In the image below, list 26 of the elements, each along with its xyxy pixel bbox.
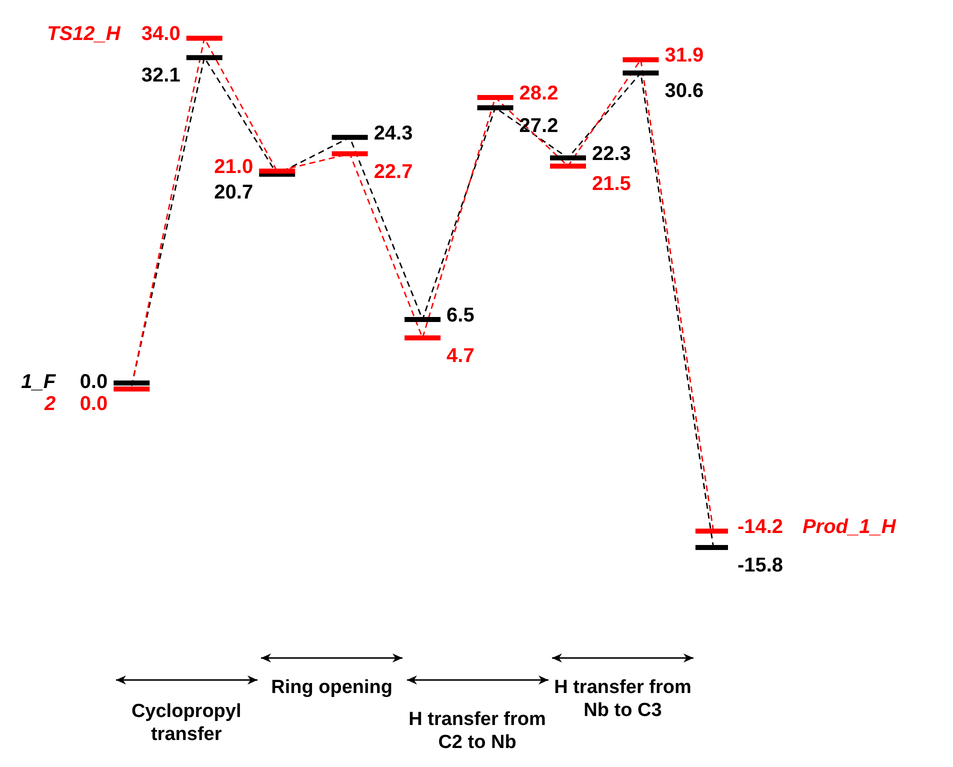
data-label: 27.2 (519, 114, 558, 137)
text: 1_F (21, 370, 56, 393)
data-label: 22.7 (374, 160, 413, 183)
text: H transfer from C2 to Nb (408, 708, 547, 754)
data-label: 22.3 (592, 142, 631, 165)
data-label: 31.9 (664, 44, 704, 67)
annotation: TS12_H (46, 23, 121, 46)
data-label: 4.7 (446, 344, 474, 367)
data-label: 32.1 (141, 64, 180, 87)
data-label: 20.7 (214, 181, 254, 204)
text: Ring opening (270, 676, 394, 699)
text: 2 (44, 392, 56, 415)
text: Prod_1_H (802, 516, 896, 538)
data-label: 0.0 (80, 370, 108, 393)
data-label: 21.0 (214, 156, 254, 178)
data-label: 21.5 (592, 173, 631, 196)
data-label: 34.0 (141, 23, 180, 46)
data-label: 30.6 (664, 80, 704, 102)
data-label: 6.5 (446, 304, 474, 326)
text: Cyclopropyl transfer (130, 700, 242, 746)
data-label: -14.2 (737, 516, 784, 538)
data-label: 24.3 (374, 122, 413, 144)
data-label: 0.0 (80, 392, 108, 415)
text: H transfer from Nb to C3 (554, 677, 692, 721)
data-label: 28.2 (519, 82, 558, 105)
data-label: -15.8 (737, 554, 784, 577)
